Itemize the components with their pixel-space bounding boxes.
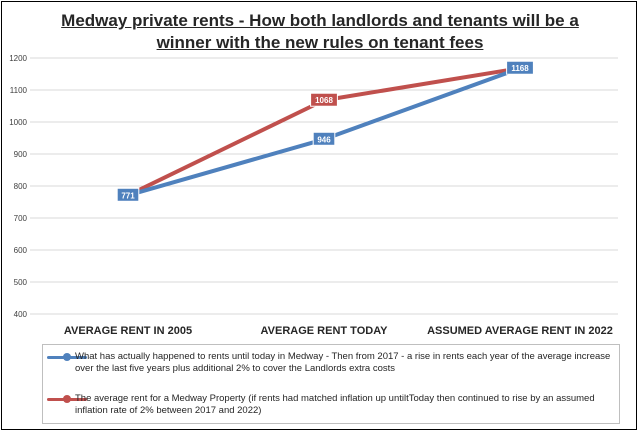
series-0-data-label-0: 771	[121, 191, 135, 200]
legend-label-red: The average rent for a Medway Property (…	[75, 393, 595, 416]
y-tick-label-400: 400	[14, 310, 28, 319]
chart-title: Medway private rents - How both landlord…	[0, 10, 640, 54]
y-tick-label-600: 600	[14, 246, 28, 255]
series-0-label-box-0	[116, 187, 140, 202]
y-tick-label-1000: 1000	[9, 118, 27, 127]
x-category-label-0: AVERAGE RENT IN 2005	[64, 325, 192, 337]
x-category-label-1: AVERAGE RENT TODAY	[261, 325, 389, 337]
y-tick-label-700: 700	[14, 214, 28, 223]
y-tick-label-900: 900	[14, 150, 28, 159]
series-0-label-box-2	[506, 60, 534, 75]
x-category-label-2: ASSUMED AVERAGE RENT IN 2022	[427, 325, 613, 337]
series-0-data-label-1: 946	[317, 135, 331, 144]
y-tick-label-1100: 1100	[10, 86, 28, 95]
legend-swatch-red	[47, 394, 87, 404]
chart-title-line-1: Medway private rents - How both landlord…	[61, 11, 579, 30]
legend-swatch-blue	[47, 352, 87, 362]
series-line-1	[126, 66, 522, 198]
series-1-label-box-1	[310, 92, 338, 107]
y-tick-label-500: 500	[14, 278, 28, 287]
series-0-data-label-2: 1168	[511, 64, 529, 73]
series-0-label-box-1	[312, 131, 336, 146]
legend: What has actually happened to rents unti…	[42, 344, 620, 424]
series-line-0	[126, 66, 522, 198]
chart-title-line-2: winner with the new rules on tenant fees	[156, 33, 484, 52]
y-tick-label-1200: 1200	[9, 54, 27, 63]
y-tick-label-800: 800	[14, 182, 28, 191]
series-1-data-label-1: 1068	[315, 96, 333, 105]
legend-label-blue: What has actually happened to rents unti…	[75, 351, 611, 374]
